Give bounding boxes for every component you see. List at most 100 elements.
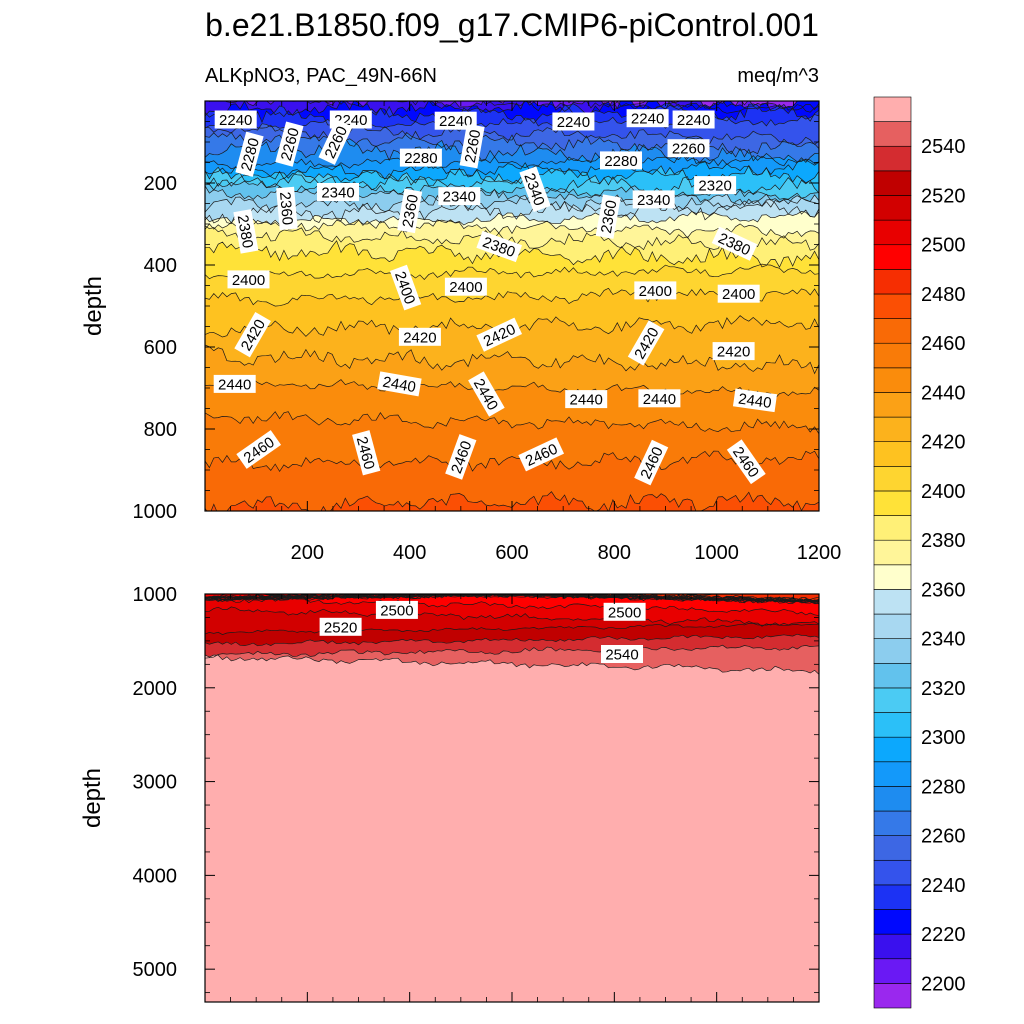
contour-label: 2380	[233, 209, 259, 254]
variable-subtitle: ALKpNO3, PAC_49N-66N	[205, 65, 437, 87]
contour-label-text: 2380	[234, 214, 257, 250]
contour-label: 2520	[319, 617, 362, 636]
contour-label-box	[352, 430, 381, 476]
contour-label: 2420	[398, 327, 441, 346]
y-tick-label: 3000	[133, 772, 178, 794]
contour-label-text: 2340	[321, 185, 354, 202]
contour-line	[205, 287, 819, 307]
contour-label-box	[459, 123, 485, 169]
colorbar-swatch	[873, 219, 912, 246]
contour-line	[205, 633, 819, 647]
contour-line	[205, 138, 819, 167]
contour-label-text: 2240	[557, 114, 590, 131]
contour-line	[205, 644, 819, 659]
upper-y-axis-label: depth	[80, 276, 107, 336]
contour-label-text: 2260	[462, 128, 485, 164]
contour-label-text: 2440	[737, 391, 772, 412]
x-tick-label: 600	[495, 542, 528, 564]
contour-label-box	[634, 281, 677, 300]
contour-label-text: 2440	[643, 391, 676, 408]
lower-panel: 2500 2500 2520 2540 1000 2000 3000 4000 5000 de…	[79, 584, 820, 1003]
contour-label-box	[694, 176, 737, 195]
colorbar-swatch	[873, 810, 912, 836]
colorbar-label: 2200	[921, 973, 966, 995]
colorbar-swatch	[873, 761, 912, 787]
colorbar-swatch	[873, 466, 912, 492]
contour-label-box	[233, 209, 259, 254]
colorbar-swatch	[873, 269, 912, 295]
colorbar-label: 2500	[921, 235, 966, 257]
y-tick-label: 5000	[133, 959, 178, 981]
contour-label-box	[600, 151, 642, 170]
contour-label-box	[601, 645, 643, 663]
colorbar-swatch	[873, 416, 912, 443]
colorbar-swatch	[873, 96, 912, 122]
contour-label-box	[438, 187, 481, 206]
contour-line	[205, 225, 819, 252]
contour-line	[205, 606, 819, 627]
contour-label-box	[603, 602, 646, 621]
contour-label-box	[672, 110, 715, 129]
colorbar-swatch	[873, 392, 912, 418]
contour-label: 2400	[717, 284, 760, 303]
contour-line	[205, 210, 819, 226]
contour-label: 2240	[434, 111, 477, 130]
contour-label-text: 2400	[722, 286, 755, 303]
colorbar-label: 2240	[921, 875, 966, 897]
colorbar-label: 2540	[921, 136, 966, 158]
y-tick-label: 200	[144, 173, 177, 195]
contour-label-box	[445, 434, 477, 480]
contour-label-box	[227, 270, 270, 289]
contour-label: 2420	[712, 342, 755, 361]
contour-label-text: 2320	[698, 178, 731, 195]
contour-label-text: 2420	[403, 329, 436, 346]
contour-line	[205, 411, 819, 435]
contour-line	[205, 159, 819, 180]
contour-line	[205, 154, 819, 171]
contour-band	[205, 654, 819, 1002]
y-tick-label: 4000	[133, 865, 178, 887]
x-tick-label: 400	[393, 542, 426, 564]
contour-label-box	[398, 327, 441, 346]
colorbar-label: 2220	[921, 924, 966, 946]
contour-label: 2440	[565, 390, 608, 409]
contour-label-box	[236, 430, 282, 469]
contour-label-text: 2400	[232, 272, 265, 289]
contour-label-box	[397, 188, 423, 234]
contour-label-box	[235, 131, 264, 177]
upper-contour-lines	[205, 101, 819, 511]
contour-label-text: 2280	[604, 153, 637, 170]
colorbar-swatch	[873, 195, 912, 221]
contour-line	[205, 623, 819, 635]
lower-contour-labels: 2500 2500 2520 2540	[319, 600, 646, 664]
contour-label-box	[726, 439, 766, 485]
contour-label-box	[519, 166, 551, 213]
contour-label-box	[552, 112, 595, 131]
contour-label: 2260	[459, 123, 485, 169]
contour-line	[205, 263, 819, 281]
contour-label: 2340	[438, 187, 481, 206]
contour-line	[205, 217, 819, 239]
contour-label: 2440	[377, 371, 422, 397]
lower-filled-contours	[205, 594, 819, 1002]
y-tick-label: 2000	[133, 678, 178, 700]
colorbar-swatch	[873, 318, 912, 344]
contour-label-box	[375, 600, 418, 619]
contour-label: 2320	[694, 176, 737, 195]
colorbar-swatch	[873, 687, 912, 713]
lower-axes: 1000 2000 3000 4000 5000	[133, 584, 820, 1002]
contour-label: 2240	[626, 109, 669, 128]
contour-label-box	[476, 317, 523, 352]
y-tick-label: 800	[144, 419, 177, 441]
contour-label-text: 2340	[637, 192, 670, 209]
contour-label-box	[317, 183, 359, 201]
contour-label-box	[627, 320, 665, 366]
colorbar-swatch	[873, 958, 912, 984]
contour-label-text: 2440	[381, 374, 417, 397]
contour-label-text: 2240	[677, 112, 710, 129]
colorbar-label: 2380	[921, 530, 966, 552]
colorbar-label: 2420	[921, 432, 966, 454]
colorbar-label: 2280	[921, 776, 966, 798]
contour-line	[205, 377, 819, 400]
contour-label: 2360	[595, 194, 621, 239]
